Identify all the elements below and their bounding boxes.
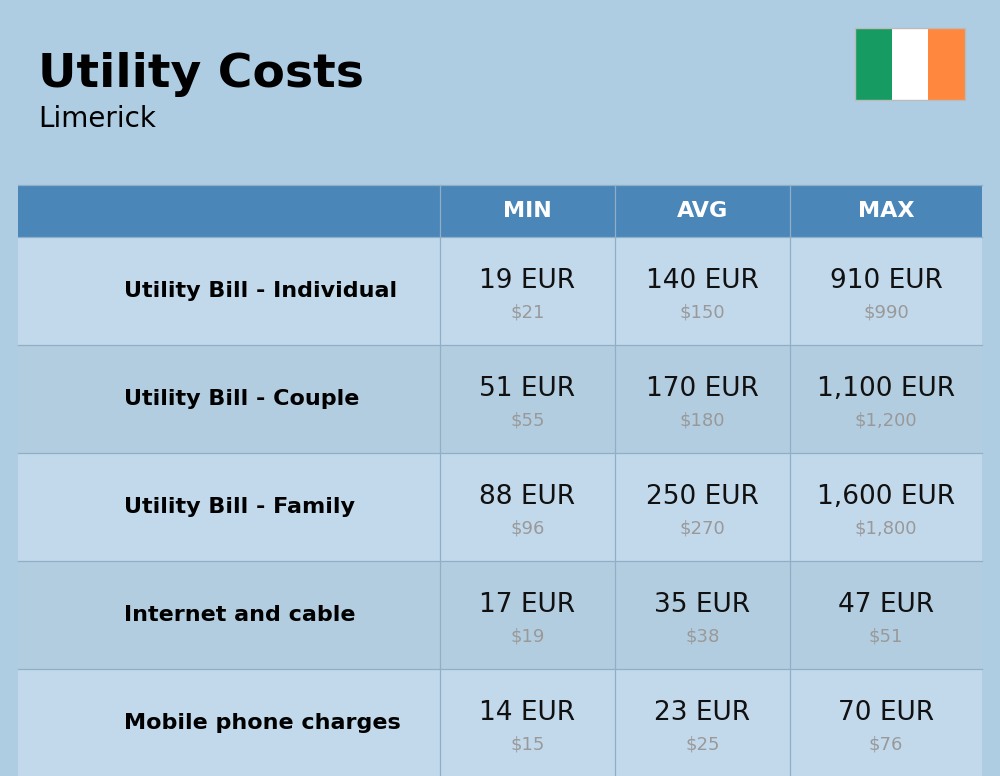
Text: $990: $990 [863, 304, 909, 322]
Text: 170 EUR: 170 EUR [646, 376, 759, 402]
Text: AVG: AVG [677, 201, 728, 221]
FancyBboxPatch shape [27, 254, 101, 328]
Text: 70 EUR: 70 EUR [838, 700, 934, 726]
Text: $96: $96 [510, 520, 545, 538]
Text: $76: $76 [869, 736, 903, 754]
Text: 35 EUR: 35 EUR [654, 592, 751, 618]
Bar [18, 561, 982, 669]
FancyBboxPatch shape [27, 362, 101, 436]
Text: Utility Bill - Family: Utility Bill - Family [124, 497, 355, 517]
Text: Mobile phone charges: Mobile phone charges [124, 713, 401, 733]
Bar [18, 185, 982, 237]
Text: 910 EUR: 910 EUR [830, 268, 942, 294]
Text: Internet and cable: Internet and cable [124, 605, 356, 625]
Text: 14 EUR: 14 EUR [479, 700, 576, 726]
Text: Utility Bill - Individual: Utility Bill - Individual [124, 281, 397, 301]
Text: $270: $270 [680, 520, 725, 538]
Text: 19 EUR: 19 EUR [479, 268, 576, 294]
Text: MIN: MIN [503, 201, 552, 221]
Bar [18, 345, 982, 453]
Text: 17 EUR: 17 EUR [479, 592, 576, 618]
Text: $25: $25 [685, 736, 720, 754]
Text: $19: $19 [510, 628, 545, 646]
Text: Utility Bill - Couple: Utility Bill - Couple [124, 389, 359, 409]
Text: 140 EUR: 140 EUR [646, 268, 759, 294]
Text: $180: $180 [680, 412, 725, 430]
Text: 88 EUR: 88 EUR [479, 484, 576, 510]
Text: MAX: MAX [858, 201, 914, 221]
Text: 1,600 EUR: 1,600 EUR [817, 484, 955, 510]
Bar [18, 669, 982, 776]
FancyBboxPatch shape [27, 686, 101, 760]
Text: Utility Costs: Utility Costs [38, 52, 364, 97]
Text: 1,100 EUR: 1,100 EUR [817, 376, 955, 402]
Bar [18, 237, 982, 345]
Bar [892, 28, 928, 100]
Text: $1,800: $1,800 [855, 520, 917, 538]
Text: $21: $21 [510, 304, 545, 322]
Bar [928, 28, 965, 100]
Text: 47 EUR: 47 EUR [838, 592, 934, 618]
Text: Limerick: Limerick [38, 105, 156, 133]
Bar [855, 28, 965, 100]
Bar [18, 453, 982, 561]
Text: $55: $55 [510, 412, 545, 430]
Text: $1,200: $1,200 [855, 412, 917, 430]
Text: $38: $38 [685, 628, 720, 646]
Text: 23 EUR: 23 EUR [654, 700, 751, 726]
Text: 250 EUR: 250 EUR [646, 484, 759, 510]
FancyBboxPatch shape [27, 578, 101, 652]
Text: $51: $51 [869, 628, 903, 646]
Bar [855, 28, 892, 100]
Text: $150: $150 [680, 304, 725, 322]
Text: 51 EUR: 51 EUR [479, 376, 576, 402]
Text: $15: $15 [510, 736, 545, 754]
FancyBboxPatch shape [27, 470, 101, 544]
